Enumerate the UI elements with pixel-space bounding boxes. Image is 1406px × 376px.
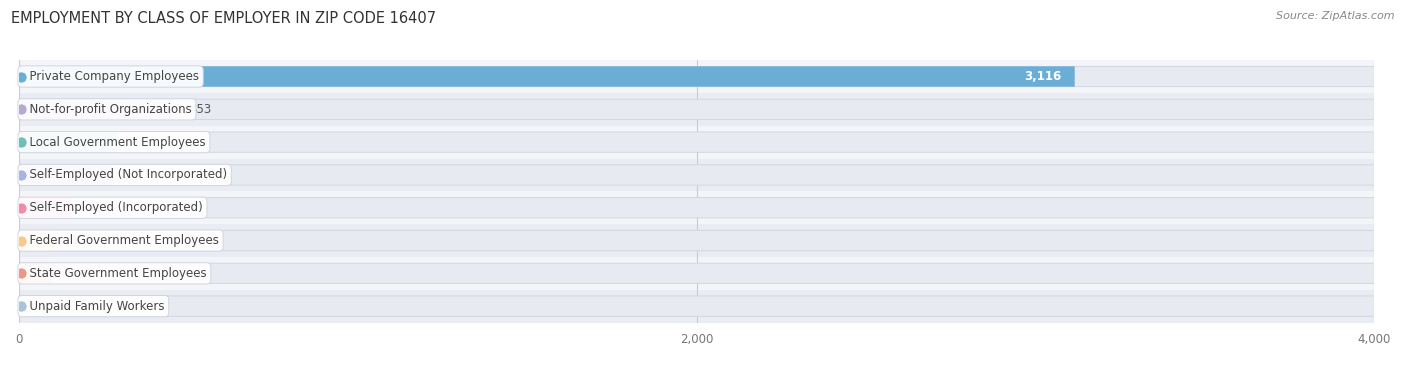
FancyBboxPatch shape <box>18 296 1374 316</box>
Text: Source: ZipAtlas.com: Source: ZipAtlas.com <box>1277 11 1395 21</box>
Text: EMPLOYMENT BY CLASS OF EMPLOYER IN ZIP CODE 16407: EMPLOYMENT BY CLASS OF EMPLOYER IN ZIP C… <box>11 11 436 26</box>
Text: 100: 100 <box>69 267 91 280</box>
Text: 278: 278 <box>129 168 152 182</box>
Bar <box>18 191 1374 224</box>
Text: State Government Employees: State Government Employees <box>22 267 207 280</box>
Bar <box>18 290 1374 323</box>
Text: Self-Employed (Not Incorporated): Self-Employed (Not Incorporated) <box>22 168 228 182</box>
FancyBboxPatch shape <box>18 99 1374 120</box>
Text: 291: 291 <box>134 136 156 149</box>
FancyBboxPatch shape <box>18 66 1074 87</box>
FancyBboxPatch shape <box>18 263 52 284</box>
FancyBboxPatch shape <box>18 197 72 218</box>
FancyBboxPatch shape <box>18 165 1374 185</box>
FancyBboxPatch shape <box>18 132 117 152</box>
Text: 453: 453 <box>190 103 211 116</box>
Bar <box>18 93 1374 126</box>
FancyBboxPatch shape <box>18 230 1374 251</box>
Text: Unpaid Family Workers: Unpaid Family Workers <box>22 300 165 312</box>
FancyBboxPatch shape <box>18 263 1374 284</box>
Text: Not-for-profit Organizations: Not-for-profit Organizations <box>22 103 191 116</box>
FancyBboxPatch shape <box>18 165 112 185</box>
Text: 4: 4 <box>37 300 45 312</box>
Text: Self-Employed (Incorporated): Self-Employed (Incorporated) <box>22 201 202 214</box>
Text: Private Company Employees: Private Company Employees <box>22 70 200 83</box>
Text: Local Government Employees: Local Government Employees <box>22 136 205 149</box>
Text: Federal Government Employees: Federal Government Employees <box>22 234 219 247</box>
Text: 3,116: 3,116 <box>1024 70 1062 83</box>
Bar <box>18 224 1374 257</box>
Bar <box>18 126 1374 159</box>
FancyBboxPatch shape <box>18 132 1374 152</box>
FancyBboxPatch shape <box>18 197 1374 218</box>
FancyBboxPatch shape <box>18 99 172 120</box>
FancyBboxPatch shape <box>18 66 1374 87</box>
Bar <box>18 60 1374 93</box>
Bar <box>18 257 1374 290</box>
Bar <box>18 159 1374 191</box>
Text: 102: 102 <box>70 234 93 247</box>
Text: 156: 156 <box>89 201 111 214</box>
FancyBboxPatch shape <box>18 230 53 251</box>
